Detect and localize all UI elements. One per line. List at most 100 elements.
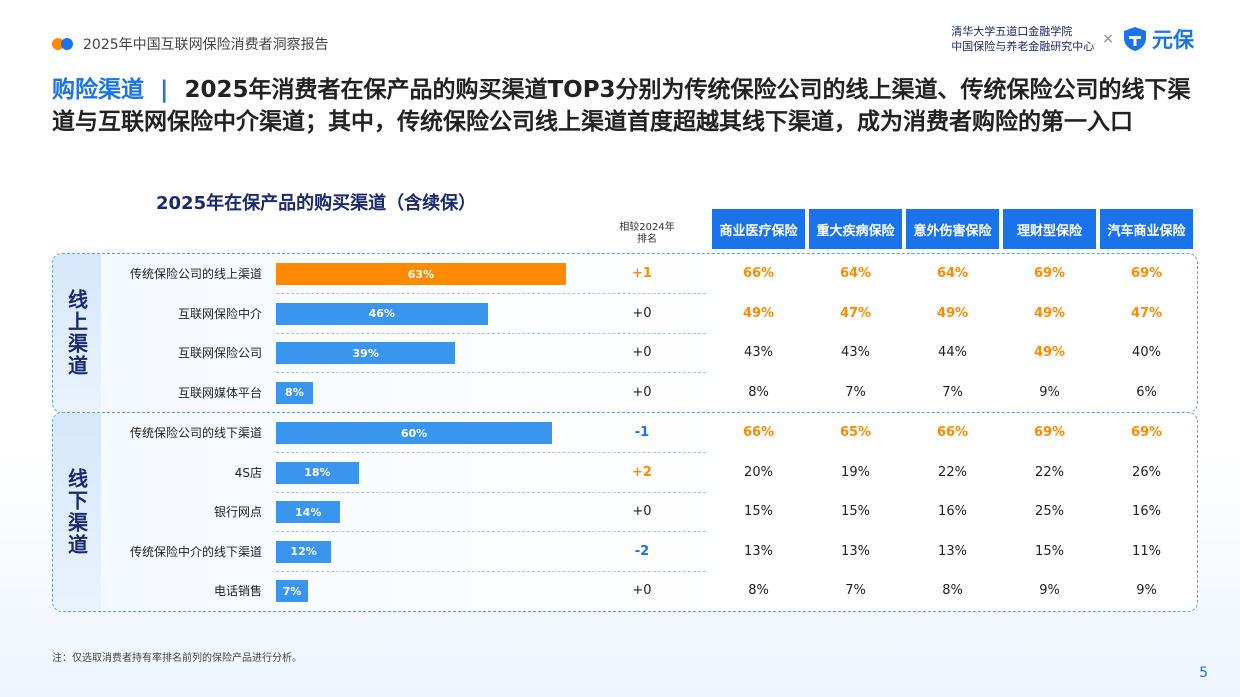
product-share-cell: 7% bbox=[942, 384, 963, 400]
product-share-cell: 25% bbox=[1035, 504, 1064, 520]
rank-change: +0 bbox=[632, 305, 652, 321]
bar: 39% bbox=[276, 342, 456, 365]
cell-background bbox=[906, 572, 999, 611]
product-share-cell: 8% bbox=[942, 583, 963, 599]
bar: 63% bbox=[276, 263, 566, 285]
cell-background bbox=[712, 572, 805, 611]
cell-background bbox=[1003, 294, 1096, 333]
product-share-cell: 69% bbox=[1130, 425, 1163, 440]
channel-row: 互联网媒体平台 8% +0 8% 7% 7% 9% 6% bbox=[0, 373, 1240, 413]
rank-change-header-line1: 相较2024年 bbox=[619, 222, 675, 233]
channel-row: 银行网点 14% +0 15% 15% 16% 25% 16% bbox=[0, 492, 1240, 533]
cell-background bbox=[906, 334, 999, 373]
report-header: 2025年中国互联网保险消费者洞察报告 bbox=[52, 34, 329, 54]
product-share-cell: 49% bbox=[1033, 345, 1066, 361]
product-share-cell: 11% bbox=[1132, 543, 1161, 559]
cell-background bbox=[809, 453, 902, 492]
product-share-cell: 20% bbox=[744, 464, 773, 480]
product-share-cell: 66% bbox=[742, 425, 775, 440]
report-title: 2025年中国互联网保险消费者洞察报告 bbox=[83, 37, 329, 53]
product-share-cell: 13% bbox=[841, 543, 870, 559]
product-share-cell: 6% bbox=[1136, 384, 1157, 400]
bar: 7% bbox=[276, 580, 309, 603]
column-header-1: 商业医疗保险 bbox=[712, 209, 805, 249]
rank-change: +1 bbox=[632, 266, 652, 281]
rank-change: +0 bbox=[632, 504, 652, 520]
product-share-cell: 22% bbox=[938, 464, 967, 480]
row-divider bbox=[276, 491, 706, 493]
cell-background bbox=[906, 255, 999, 293]
group-label: 线上渠道 bbox=[64, 289, 89, 378]
product-share-cell: 47% bbox=[839, 305, 872, 321]
rank-change: -1 bbox=[634, 425, 650, 440]
cell-background bbox=[712, 453, 805, 492]
cell-background bbox=[1100, 414, 1193, 452]
product-share-cell: 64% bbox=[839, 266, 872, 281]
cell-background bbox=[1100, 373, 1193, 412]
channel-label: 互联网保险公司 bbox=[177, 346, 262, 361]
cell-background bbox=[809, 493, 902, 532]
rank-change-header: 相较2024年 排名 bbox=[612, 222, 682, 246]
cell-background bbox=[809, 572, 902, 611]
row-divider bbox=[276, 531, 706, 533]
channel-row: 互联网保险中介 46% +0 49% 47% 49% 49% 47% bbox=[0, 294, 1240, 334]
brand-name: 元保 bbox=[1152, 28, 1194, 52]
cell-background bbox=[1100, 453, 1193, 492]
column-header-2: 重大疾病保险 bbox=[809, 209, 902, 249]
partner-logos: 清华大学五道口金融学院 中国保险与养老金融研究中心 × 元保 bbox=[951, 24, 1194, 54]
headline-keyword: 购险渠道 bbox=[52, 77, 144, 103]
channel-label: 传统保险公司的线下渠道 bbox=[129, 426, 262, 440]
cell-background bbox=[1100, 255, 1193, 293]
product-share-cell: 9% bbox=[1039, 384, 1060, 400]
product-share-cell: 26% bbox=[1132, 464, 1161, 480]
product-share-cell: 15% bbox=[744, 504, 773, 520]
product-share-cell: 7% bbox=[845, 583, 866, 599]
column-header-4: 理财型保险 bbox=[1003, 209, 1096, 249]
bar: 14% bbox=[276, 501, 341, 524]
product-share-cell: 15% bbox=[1035, 543, 1064, 559]
product-share-cell: 7% bbox=[845, 384, 866, 400]
times-sign: × bbox=[1102, 31, 1114, 47]
product-share-cell: 66% bbox=[936, 425, 969, 440]
cell-background bbox=[712, 532, 805, 571]
cell-background bbox=[712, 414, 805, 452]
partner-line1: 清华大学五道口金融学院 bbox=[951, 25, 1073, 38]
product-share-cell: 66% bbox=[742, 266, 775, 281]
product-share-cell: 22% bbox=[1035, 464, 1064, 480]
product-share-cell: 43% bbox=[841, 345, 870, 361]
cell-background bbox=[1003, 532, 1096, 571]
bar: 12% bbox=[276, 540, 332, 563]
cell-background bbox=[1003, 255, 1096, 293]
cell-background bbox=[1100, 572, 1193, 611]
product-share-cell: 40% bbox=[1132, 345, 1161, 361]
cell-background bbox=[712, 334, 805, 373]
rank-change: +0 bbox=[632, 345, 652, 361]
bar: 60% bbox=[276, 422, 552, 444]
row-divider bbox=[276, 452, 706, 453]
cell-background bbox=[809, 294, 902, 333]
product-share-cell: 64% bbox=[936, 266, 969, 281]
bar: 46% bbox=[276, 302, 488, 325]
product-share-cell: 69% bbox=[1130, 266, 1163, 281]
row-divider bbox=[276, 570, 706, 572]
cell-background bbox=[906, 373, 999, 412]
chart-title: 2025年在保产品的购买渠道（含续保） bbox=[156, 193, 477, 214]
footnote: 注：仅选取消费者持有率排名前列的保险产品进行分析。 bbox=[52, 653, 302, 664]
group-label-box: 线上渠道 bbox=[53, 254, 101, 413]
headline-separator: | bbox=[160, 77, 169, 103]
shield-logo-icon bbox=[1124, 27, 1146, 51]
cell-background bbox=[906, 414, 999, 452]
row-divider bbox=[276, 372, 706, 374]
page-number: 5 bbox=[1199, 665, 1208, 681]
product-share-cell: 9% bbox=[1136, 583, 1157, 599]
product-share-cell: 65% bbox=[839, 425, 872, 440]
channel-row: 4S店 18% +2 20% 19% 22% 22% 26% bbox=[0, 453, 1240, 493]
headline-text: 2025年消费者在保产品的购买渠道TOP3分别为传统保险公司的线上渠道、传统保险… bbox=[52, 77, 1191, 135]
product-share-cell: 44% bbox=[938, 345, 967, 361]
product-share-cell: 69% bbox=[1033, 425, 1066, 440]
product-share-cell: 19% bbox=[841, 464, 870, 480]
product-share-cell: 13% bbox=[938, 543, 967, 559]
rank-change-header-line2: 排名 bbox=[637, 234, 657, 245]
cell-background bbox=[712, 373, 805, 412]
cell-background bbox=[1003, 373, 1096, 412]
